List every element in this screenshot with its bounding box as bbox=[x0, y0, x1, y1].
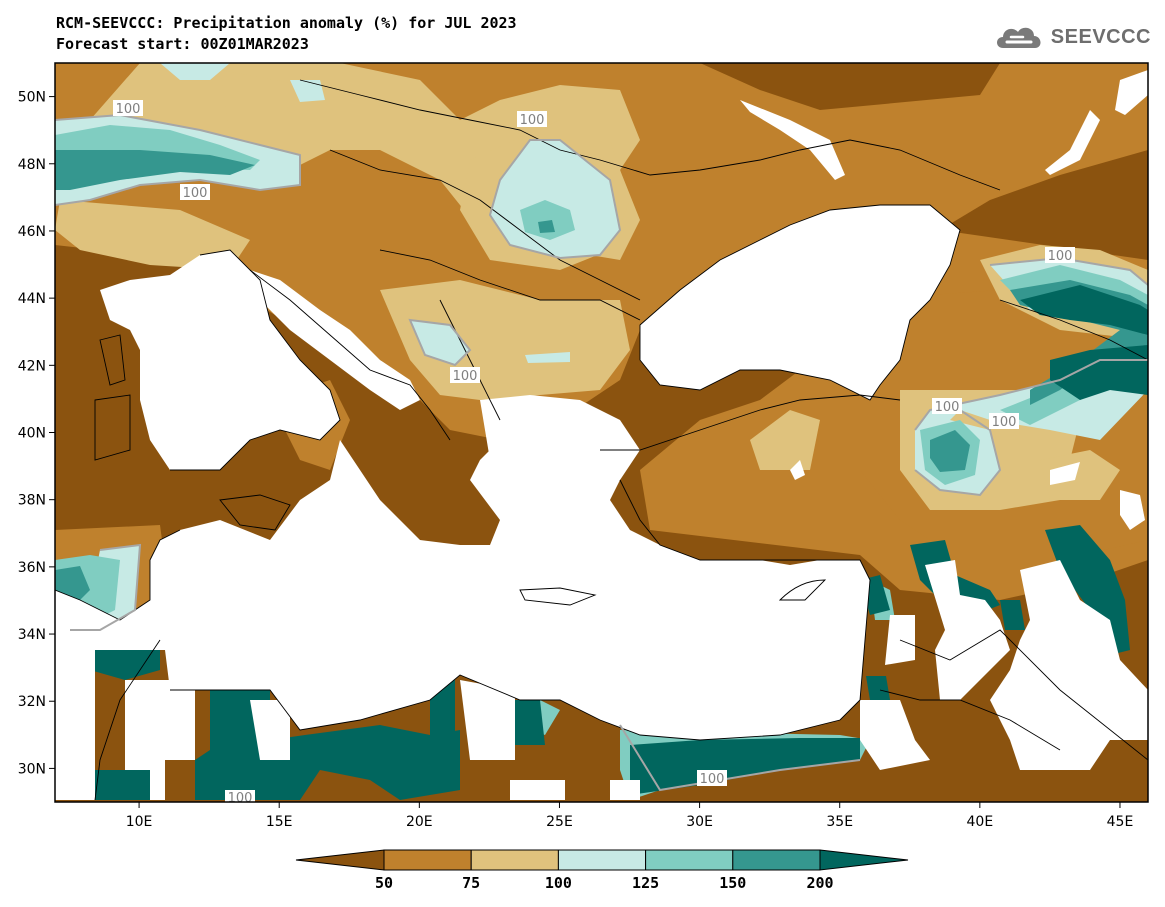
lon-tick-label: 15E bbox=[266, 814, 293, 830]
colorbar-upper-extend bbox=[819, 849, 909, 871]
sardinia-coast bbox=[94, 394, 131, 461]
libya-egypt-coast bbox=[170, 674, 841, 741]
levant-coast bbox=[619, 479, 871, 721]
contour-labels: 100 100 100 100 100 100 100 100 100 bbox=[113, 100, 1075, 806]
lat-tick-label: 38N bbox=[18, 493, 46, 509]
border-mideast bbox=[899, 629, 1148, 761]
contour-label-bg bbox=[697, 770, 727, 786]
balkan-coast bbox=[249, 269, 451, 441]
lon-tick-label: 10E bbox=[126, 814, 153, 830]
corsica-coast bbox=[99, 334, 126, 386]
contour-label-bg bbox=[113, 100, 143, 116]
sea-and-masked-areas bbox=[55, 70, 1148, 800]
colorbar-label: 75 bbox=[462, 874, 481, 892]
contour-label: 100 bbox=[520, 113, 545, 128]
lon-tick-label: 20E bbox=[406, 814, 433, 830]
colorbar-segment bbox=[470, 849, 559, 871]
lat-tick-label: 34N bbox=[18, 627, 46, 643]
border-north bbox=[299, 79, 1001, 191]
contour-label-bg bbox=[932, 398, 962, 414]
seevccc-logo: SEEVCCC bbox=[993, 22, 1151, 52]
colorbar-segment bbox=[732, 849, 821, 871]
border-central bbox=[329, 149, 641, 301]
colorbar-lower-extend bbox=[295, 849, 385, 871]
colorbar-segment bbox=[557, 849, 647, 871]
cyprus-coast bbox=[778, 579, 827, 601]
cloud-icon bbox=[996, 27, 1041, 48]
contour-label: 100 bbox=[1048, 249, 1073, 264]
colorbar-label: 125 bbox=[632, 874, 660, 892]
contour-label: 100 bbox=[992, 415, 1017, 430]
lat-tick-label: 42N bbox=[18, 358, 46, 374]
map-title: RCM-SEEVCCC: Precipitation anomaly (%) f… bbox=[56, 14, 517, 32]
lat-tick-label: 50N bbox=[18, 90, 46, 106]
colorbar-label: 150 bbox=[719, 874, 747, 892]
lon-tick-label: 45E bbox=[1107, 814, 1134, 830]
border-balkans bbox=[439, 299, 501, 421]
contour-label: 100 bbox=[935, 400, 960, 415]
lon-tick-label: 35E bbox=[826, 814, 853, 830]
lat-tick-label: 46N bbox=[18, 224, 46, 240]
lat-tick-label: 36N bbox=[18, 560, 46, 576]
turkey-border bbox=[600, 394, 901, 451]
border-caucasus bbox=[999, 299, 1148, 361]
border-algeria-libya bbox=[94, 639, 161, 801]
colorbar-label: 100 bbox=[544, 874, 572, 892]
latitude-axis: 50N 48N 46N 44N 42N 40N 38N 36N 34N 32N 30N bbox=[18, 90, 55, 777]
contour-label: 100 bbox=[116, 102, 141, 117]
lat-tick-label: 48N bbox=[18, 157, 46, 173]
colorbar bbox=[295, 849, 909, 871]
tunisia-coast bbox=[55, 529, 181, 621]
contour-label-bg bbox=[517, 111, 547, 127]
colorbar-segment bbox=[645, 849, 734, 871]
contour-label-bg bbox=[180, 184, 210, 200]
contour-label-bg bbox=[1045, 247, 1075, 263]
contour-label-bg bbox=[450, 367, 480, 383]
lon-tick-label: 30E bbox=[686, 814, 713, 830]
borders bbox=[55, 79, 1148, 801]
crete-coast bbox=[519, 587, 597, 606]
lon-tick-label: 40E bbox=[967, 814, 994, 830]
contour-label: 100 bbox=[453, 369, 478, 384]
contour-label-bg bbox=[989, 413, 1019, 429]
lat-tick-label: 30N bbox=[18, 761, 46, 777]
forecast-start-label: Forecast start: 00Z01MAR2023 bbox=[56, 35, 309, 53]
lon-tick-label: 25E bbox=[546, 814, 573, 830]
contour-label: 100 bbox=[228, 791, 253, 806]
contour-label: 100 bbox=[183, 186, 208, 201]
black-sea-coast bbox=[639, 204, 961, 401]
border-mideast-2 bbox=[879, 689, 1061, 751]
border-south bbox=[379, 249, 641, 321]
lat-tick-label: 40N bbox=[18, 426, 46, 442]
colorbar-segment bbox=[383, 849, 472, 871]
longitude-axis: 10E 15E 20E 25E 30E 35E 40E 45E bbox=[126, 802, 1134, 830]
lat-tick-label: 32N bbox=[18, 694, 46, 710]
colorbar-label: 200 bbox=[806, 874, 834, 892]
contour-label: 100 bbox=[700, 772, 725, 787]
lat-tick-label: 44N bbox=[18, 291, 46, 307]
logo-text: SEEVCCC bbox=[1050, 25, 1151, 48]
italy-coast bbox=[170, 249, 341, 471]
contour-label-bg bbox=[225, 790, 255, 802]
colorbar-label: 50 bbox=[374, 874, 394, 892]
sicily-coast bbox=[219, 494, 291, 531]
